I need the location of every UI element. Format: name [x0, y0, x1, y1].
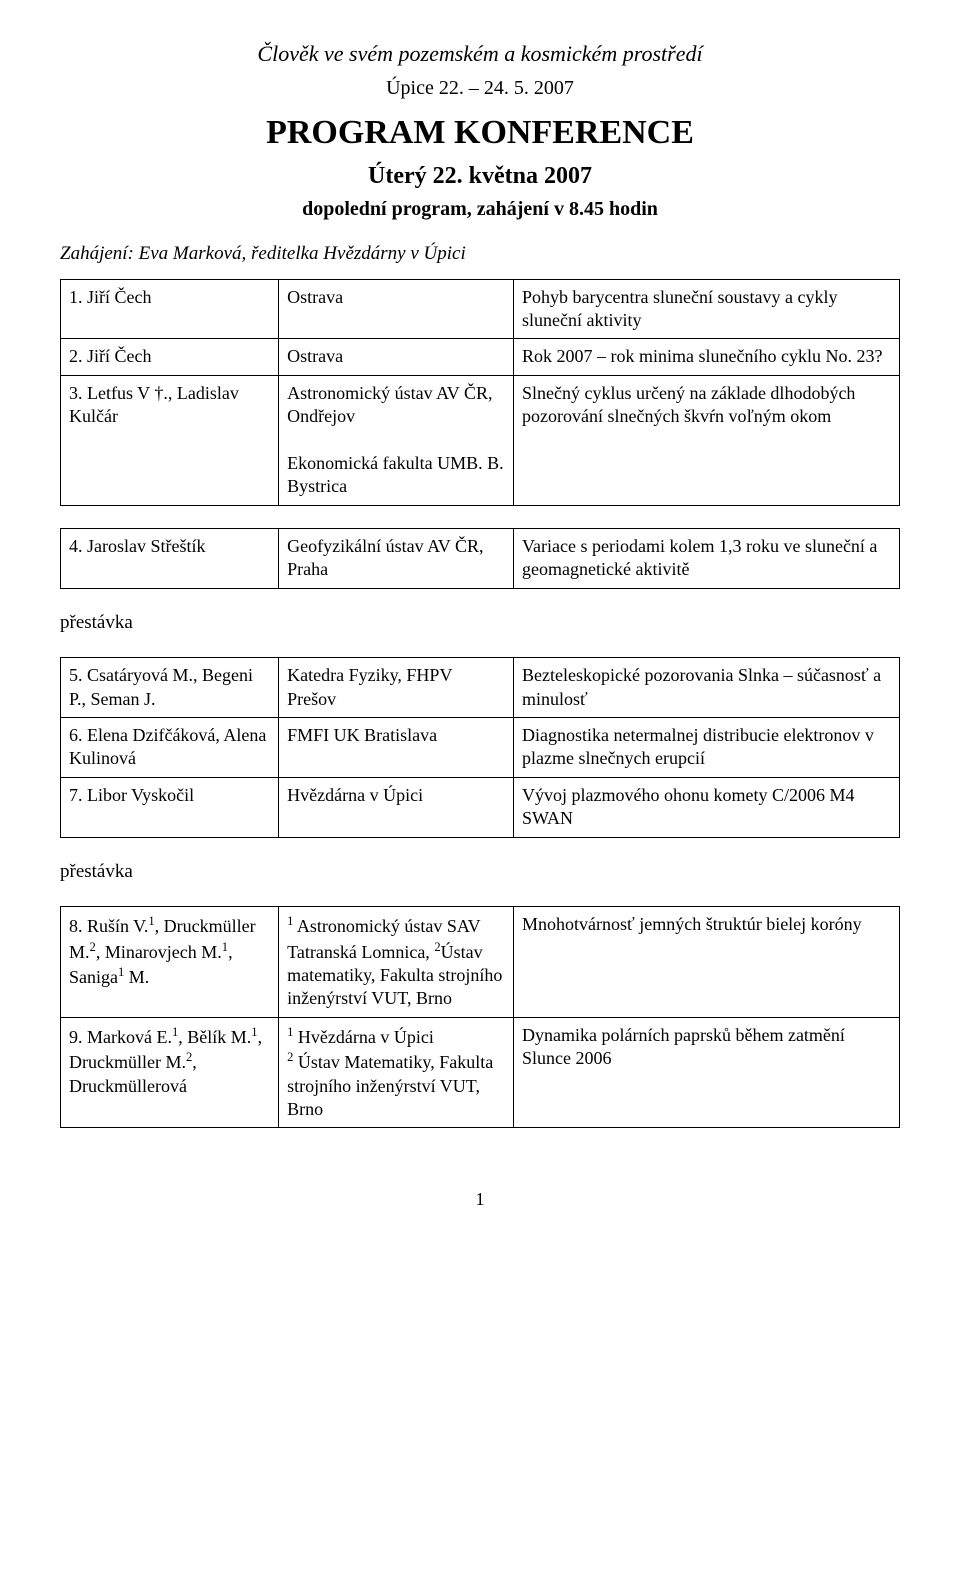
program-table-2: 4. Jaroslav StřeštíkGeofyzikální ústav A…	[60, 528, 900, 589]
table-row: 3. Letfus V †., Ladislav KulčárAstronomi…	[61, 375, 900, 505]
title-cell: Dynamika polárních paprsků během zatmění…	[514, 1017, 900, 1128]
author-cell: 7. Libor Vyskočil	[61, 777, 279, 837]
author-cell: 3. Letfus V †., Ladislav Kulčár	[61, 375, 279, 505]
conference-title: Člověk ve svém pozemském a kosmickém pro…	[60, 40, 900, 69]
affiliation-cell: 1 Astronomický ústav SAV Tatranská Lomni…	[279, 907, 514, 1018]
title-cell: Slnečný cyklus určený na základe dlhodob…	[514, 375, 900, 505]
table-row: 4. Jaroslav StřeštíkGeofyzikální ústav A…	[61, 528, 900, 588]
opening-line: Zahájení: Eva Marková, ředitelka Hvězdár…	[60, 242, 900, 267]
table-row: 7. Libor VyskočilHvězdárna v ÚpiciVývoj …	[61, 777, 900, 837]
program-table-4: 8. Rušín V.1, Druckmüller M.2, Minarovje…	[60, 906, 900, 1128]
affiliation-cell: Astronomický ústav AV ČR, OndřejovEkonom…	[279, 375, 514, 505]
table-row: 5. Csatáryová M., Begeni P., Seman J.Kat…	[61, 658, 900, 718]
affiliation-cell: Ostrava	[279, 279, 514, 339]
author-cell: 6. Elena Dzifčáková, Alena Kulinová	[61, 718, 279, 778]
program-table-3: 5. Csatáryová M., Begeni P., Seman J.Kat…	[60, 657, 900, 837]
affiliation-cell: Hvězdárna v Úpici	[279, 777, 514, 837]
author-cell: 8. Rušín V.1, Druckmüller M.2, Minarovje…	[61, 907, 279, 1018]
break-label: přestávka	[60, 611, 900, 636]
title-cell: Variace s periodami kolem 1,3 roku ve sl…	[514, 528, 900, 588]
title-cell: Rok 2007 – rok minima slunečního cyklu N…	[514, 339, 900, 375]
author-cell: 9. Marková E.1, Bělík M.1, Druckmüller M…	[61, 1017, 279, 1128]
title-cell: Mnohotvárnosť jemných štruktúr bielej ko…	[514, 907, 900, 1018]
author-cell: 2. Jiří Čech	[61, 339, 279, 375]
page-number: 1	[60, 1188, 900, 1211]
title-cell: Diagnostika netermalnej distribucie elek…	[514, 718, 900, 778]
break-label: přestávka	[60, 860, 900, 885]
affiliation-cell: 1 Hvězdárna v Úpici2 Ústav Matematiky, F…	[279, 1017, 514, 1128]
author-cell: 1. Jiří Čech	[61, 279, 279, 339]
affiliation-cell: Katedra Fyziky, FHPV Prešov	[279, 658, 514, 718]
title-cell: Bezteleskopické pozorovania Slnka – súča…	[514, 658, 900, 718]
author-cell: 4. Jaroslav Střeštík	[61, 528, 279, 588]
author-cell: 5. Csatáryová M., Begeni P., Seman J.	[61, 658, 279, 718]
table-row: 8. Rušín V.1, Druckmüller M.2, Minarovje…	[61, 907, 900, 1018]
table-row: 9. Marková E.1, Bělík M.1, Druckmüller M…	[61, 1017, 900, 1128]
table-row: 2. Jiří ČechOstravaRok 2007 – rok minima…	[61, 339, 900, 375]
conference-dates: Úpice 22. – 24. 5. 2007	[60, 75, 900, 101]
table-row: 1. Jiří ČechOstravaPohyb barycentra slun…	[61, 279, 900, 339]
program-table-1: 1. Jiří ČechOstravaPohyb barycentra slun…	[60, 279, 900, 506]
main-heading: PROGRAM KONFERENCE	[60, 111, 900, 155]
table-row: 6. Elena Dzifčáková, Alena KulinováFMFI …	[61, 718, 900, 778]
title-cell: Vývoj plazmového ohonu komety C/2006 M4 …	[514, 777, 900, 837]
title-cell: Pohyb barycentra sluneční soustavy a cyk…	[514, 279, 900, 339]
session-heading: dopolední program, zahájení v 8.45 hodin	[60, 196, 900, 222]
affiliation-cell: Geofyzikální ústav AV ČR, Praha	[279, 528, 514, 588]
affiliation-cell: Ostrava	[279, 339, 514, 375]
day-heading: Úterý 22. května 2007	[60, 161, 900, 192]
affiliation-cell: FMFI UK Bratislava	[279, 718, 514, 778]
